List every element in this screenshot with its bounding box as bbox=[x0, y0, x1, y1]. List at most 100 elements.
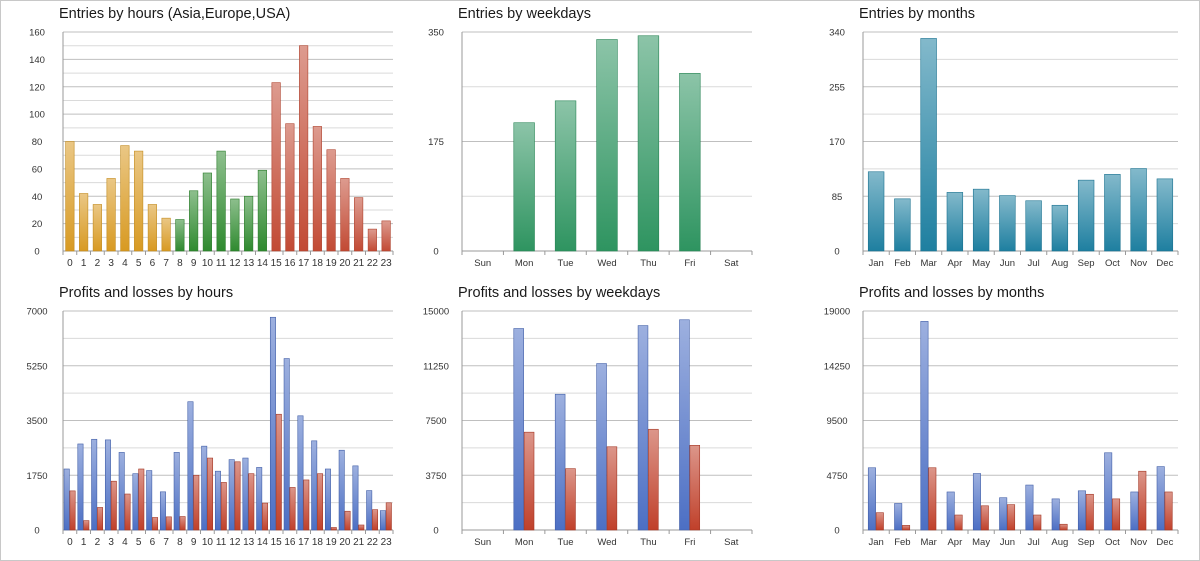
bar-series-2 bbox=[138, 468, 145, 531]
x-tick-label: Mon bbox=[515, 258, 533, 269]
x-tick-label: 17 bbox=[298, 537, 310, 548]
bar-series-1 bbox=[297, 415, 304, 531]
bar-series-2 bbox=[954, 514, 963, 531]
bar-series-1 bbox=[999, 497, 1008, 531]
bar bbox=[1077, 179, 1095, 252]
bar bbox=[554, 100, 577, 252]
bar bbox=[679, 72, 701, 252]
x-tick-label: 10 bbox=[202, 258, 214, 269]
x-tick-label: 9 bbox=[191, 537, 197, 548]
bar-series-1 bbox=[187, 401, 194, 531]
x-tick-label: 2 bbox=[95, 258, 101, 269]
bar-series-2 bbox=[523, 431, 535, 531]
bar-series-1 bbox=[1077, 490, 1086, 531]
y-tick-label: 3750 bbox=[425, 471, 446, 482]
bar-series-2 bbox=[1007, 504, 1016, 531]
bar-series-2 bbox=[344, 510, 351, 531]
chart-plot: 0 4750 9500 14250 19000 Jan Feb Mar Apr May Jun Jul… bbox=[824, 307, 1179, 548]
bar bbox=[271, 82, 281, 252]
y-tick-label: 19000 bbox=[824, 307, 850, 318]
bar bbox=[189, 190, 199, 252]
x-tick-label: 22 bbox=[367, 258, 379, 269]
x-tick-label: 8 bbox=[177, 258, 183, 269]
x-tick-label: 0 bbox=[67, 258, 73, 269]
y-tick-label: 7500 bbox=[425, 416, 446, 427]
y-tick-label: 175 bbox=[428, 137, 444, 148]
x-tick-label: Thu bbox=[640, 258, 656, 269]
chart-plot: 0 3750 7500 11250 15000 Sun Mon Tue Wed Thu Fri Sat bbox=[423, 307, 753, 548]
bar-series-2 bbox=[565, 468, 576, 531]
bar bbox=[244, 195, 254, 252]
bar-series-1 bbox=[637, 325, 649, 531]
bar-series-2 bbox=[372, 509, 379, 531]
y-tick-label: 40 bbox=[32, 192, 43, 203]
bar-series-1 bbox=[201, 445, 208, 531]
bar-series-2 bbox=[1085, 493, 1094, 531]
bar-series-2 bbox=[220, 482, 227, 531]
bar-series-2 bbox=[262, 502, 269, 531]
bar-series-2 bbox=[303, 479, 310, 531]
x-tick-label: May bbox=[972, 258, 990, 269]
bar-series-1 bbox=[946, 491, 955, 531]
x-tick-label: 2 bbox=[95, 537, 101, 548]
x-tick-label: 13 bbox=[243, 537, 255, 548]
x-tick-label: 17 bbox=[298, 258, 310, 269]
bar bbox=[1104, 174, 1121, 252]
y-tick-label: 85 bbox=[832, 192, 843, 203]
bar-series-1 bbox=[366, 490, 373, 531]
x-tick-label: 5 bbox=[136, 258, 142, 269]
y-tick-label: 20 bbox=[32, 219, 43, 230]
y-tick-label: 140 bbox=[29, 55, 45, 66]
bar-series-1 bbox=[894, 503, 903, 531]
chart-plot: 0 175 350 Sun Mon Tue Wed Thu Fri Sat bbox=[428, 28, 753, 269]
x-tick-label: Apr bbox=[947, 537, 962, 548]
y-tick-label: 14250 bbox=[824, 361, 850, 372]
x-tick-label: 16 bbox=[284, 258, 296, 269]
chart-title: Entries by weekdays bbox=[458, 6, 591, 22]
bar-series-2 bbox=[317, 473, 324, 531]
y-tick-label: 255 bbox=[829, 82, 845, 93]
bar bbox=[972, 188, 990, 252]
x-tick-label: 7 bbox=[163, 537, 169, 548]
bar bbox=[326, 149, 336, 252]
bar-series-2 bbox=[234, 461, 241, 531]
y-tick-label: 170 bbox=[829, 137, 845, 148]
bar-series-2 bbox=[606, 446, 618, 531]
x-tick-label: Mar bbox=[920, 258, 936, 269]
x-tick-label: Aug bbox=[1051, 537, 1068, 548]
bar-series-1 bbox=[256, 467, 263, 531]
bar-series-2 bbox=[928, 467, 937, 531]
bar bbox=[65, 141, 75, 252]
x-tick-label: 0 bbox=[67, 537, 73, 548]
y-tick-label: 0 bbox=[34, 526, 39, 537]
y-tick-label: 120 bbox=[29, 82, 45, 93]
bar bbox=[147, 204, 157, 252]
x-tick-label: 4 bbox=[122, 258, 128, 269]
bar-series-2 bbox=[689, 445, 701, 531]
chart-entries-by-months: Entries by months 0 85 170 255 340 Jan Feb Mar A… bbox=[829, 5, 1183, 271]
y-tick-label: 60 bbox=[32, 164, 43, 175]
x-tick-label: 12 bbox=[229, 537, 241, 548]
y-tick-label: 7000 bbox=[26, 307, 47, 318]
x-tick-label: Dec bbox=[1156, 258, 1173, 269]
x-tick-label: Aug bbox=[1051, 258, 1068, 269]
x-tick-label: Wed bbox=[597, 537, 616, 548]
bar bbox=[216, 150, 226, 252]
x-tick-label: Sun bbox=[474, 258, 491, 269]
x-tick-label: Fri bbox=[684, 537, 695, 548]
bar-series-2 bbox=[330, 527, 337, 531]
bar-series-2 bbox=[69, 490, 76, 531]
x-tick-label: 7 bbox=[163, 258, 169, 269]
x-tick-label: Wed bbox=[597, 258, 616, 269]
x-tick-label: 19 bbox=[326, 258, 338, 269]
bar bbox=[285, 123, 295, 252]
bar-series-2 bbox=[1164, 491, 1173, 531]
bar-series-1 bbox=[228, 459, 235, 531]
y-tick-label: 0 bbox=[34, 247, 39, 258]
bar-series-1 bbox=[283, 358, 290, 531]
x-tick-label: Jul bbox=[1028, 258, 1040, 269]
x-tick-label: 3 bbox=[108, 258, 114, 269]
bar-series-2 bbox=[980, 505, 989, 531]
